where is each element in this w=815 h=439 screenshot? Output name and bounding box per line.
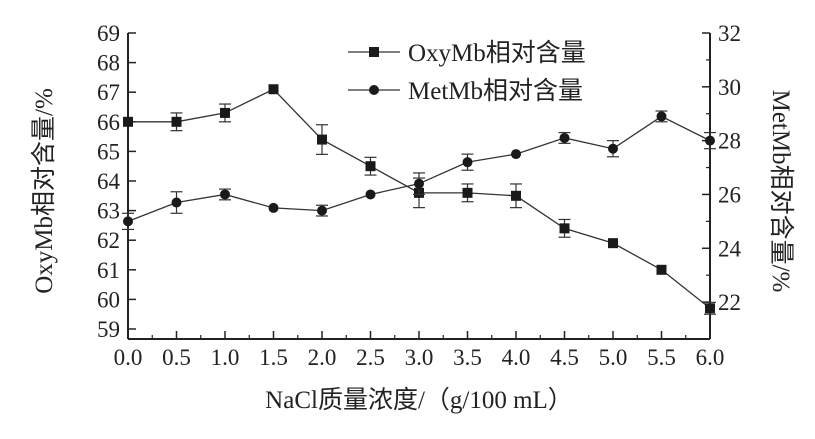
- oxymb-marker: [317, 134, 327, 145]
- x-tick-label: 4.5: [550, 345, 579, 370]
- left-y-tick-label: 67: [97, 80, 120, 105]
- metmb-marker: [462, 157, 473, 168]
- oxymb-marker: [511, 190, 521, 201]
- x-tick-label: 5.5: [647, 345, 676, 370]
- left-y-tick-label: 66: [97, 110, 120, 135]
- x-tick-label: 0.0: [114, 345, 143, 370]
- series-layer: [122, 84, 716, 315]
- metmb-marker: [365, 189, 376, 200]
- x-tick-label: 1.0: [211, 345, 240, 370]
- x-tick-label: 3.5: [453, 345, 482, 370]
- x-axis-title: NaCl质量浓度/（g/100 mL）: [265, 386, 573, 414]
- legend-oxymb-marker: [369, 47, 379, 57]
- right-y-tick-label: 24: [718, 236, 742, 261]
- metmb-marker: [559, 132, 570, 143]
- legend: OxyMb相对含量 MetMb相对含量: [348, 39, 586, 105]
- left-y-tick-label: 64: [97, 169, 121, 194]
- x-tick-label: 2.0: [308, 345, 337, 370]
- left-y-tick-label: 63: [97, 199, 120, 224]
- oxymb-marker: [268, 84, 279, 95]
- left-y-tick-label: 68: [97, 51, 120, 76]
- left-y-tick-label: 65: [97, 139, 120, 164]
- metmb-marker: [414, 178, 424, 189]
- oxymb-marker: [123, 116, 133, 127]
- right-y-tick-label: 32: [718, 21, 741, 46]
- left-y-tick-label: 60: [97, 287, 120, 312]
- left-y-tick-label: 61: [97, 258, 120, 283]
- x-tick-label: 3.0: [405, 345, 434, 370]
- oxymb-marker: [705, 303, 715, 314]
- metmb-marker: [656, 111, 667, 122]
- oxymb-marker: [365, 161, 376, 172]
- right-y-tick-label: 22: [718, 290, 741, 315]
- x-tick-label: 0.5: [162, 345, 191, 370]
- metmb-marker: [705, 135, 715, 146]
- right-y-tick-label: 26: [718, 182, 741, 207]
- legend-metmb-marker: [369, 85, 379, 95]
- axis-ticks: 0.0 0.5 1.0 1.5 2.0 2.5 3.0 3.5 4.0 4.5 5.0 5.5 6.0 5…: [97, 21, 742, 370]
- metmb-marker: [317, 205, 327, 216]
- metmb-marker: [268, 202, 279, 213]
- left-y-tick-label: 62: [97, 228, 120, 253]
- x-tick-label: 4.0: [502, 345, 531, 370]
- right-y-axis-title: MetMb相对含量/%: [767, 90, 795, 293]
- oxymb-marker: [559, 223, 570, 234]
- right-y-tick-label: 30: [718, 75, 741, 100]
- left-y-axis-title: OxyMb相对含量/%: [30, 88, 58, 294]
- metmb-marker: [220, 189, 230, 200]
- left-y-tick-label: 69: [97, 21, 120, 46]
- right-y-tick-label: 28: [718, 129, 741, 154]
- x-tick-label: 5.0: [599, 345, 628, 370]
- metmb-marker: [123, 216, 133, 227]
- oxymb-marker: [656, 264, 667, 275]
- x-tick-label: 2.5: [356, 345, 385, 370]
- metmb-marker: [608, 143, 618, 154]
- oxymb-marker: [220, 107, 230, 118]
- x-tick-label: 6.0: [696, 345, 725, 370]
- metmb-marker: [511, 149, 521, 160]
- oxymb-marker: [462, 187, 473, 198]
- legend-metmb-label: MetMb相对含量: [408, 77, 583, 105]
- oxymb-marker: [608, 238, 618, 249]
- x-tick-label: 1.5: [259, 345, 288, 370]
- left-y-tick-label: 59: [97, 317, 120, 342]
- legend-oxymb-label: OxyMb相对含量: [408, 39, 586, 67]
- metmb-marker: [171, 197, 182, 208]
- oxymb-marker: [171, 116, 182, 127]
